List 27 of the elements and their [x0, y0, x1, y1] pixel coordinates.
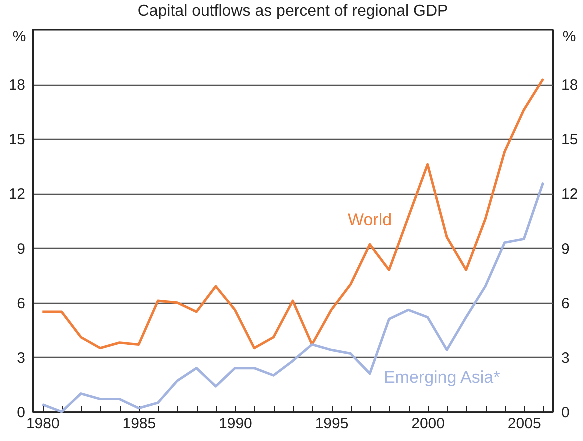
x-tick-label: 1995 — [315, 416, 349, 432]
y2-axis-title: % — [562, 28, 576, 46]
y2-tick-label: 15 — [562, 132, 578, 149]
y-tick-label: 6 — [17, 295, 26, 312]
series-label: Emerging Asia* — [384, 368, 501, 388]
series-label: World — [348, 210, 392, 230]
y-axis-title: % — [12, 28, 26, 46]
x-tick-label: 1985 — [122, 416, 156, 432]
y2-tick-label: 6 — [562, 295, 570, 312]
y2-tick-label: 9 — [562, 240, 570, 258]
y2-tick-label: 3 — [562, 350, 570, 367]
y-tick-label: 15 — [8, 132, 26, 149]
x-tick-label: 2000 — [412, 416, 445, 432]
y2-tick-label: 12 — [562, 186, 578, 204]
y-tick-label: 0 — [17, 404, 26, 422]
x-tick-label: 1980 — [26, 416, 60, 432]
y-tick-label: 12 — [8, 186, 26, 204]
chart-title: Capital outflows as percent of regional GDP — [138, 3, 448, 20]
y2-tick-label: 18 — [562, 77, 578, 94]
y-tick-label: 3 — [17, 350, 26, 367]
line-series — [41, 78, 545, 350]
y2-tick-label: 0 — [562, 404, 570, 422]
x-tick-label: 1990 — [219, 416, 252, 432]
line-series — [41, 182, 545, 414]
x-tick-label: 2005 — [508, 416, 542, 432]
y-tick-label: 18 — [8, 77, 26, 94]
y-tick-label: 9 — [17, 240, 26, 258]
